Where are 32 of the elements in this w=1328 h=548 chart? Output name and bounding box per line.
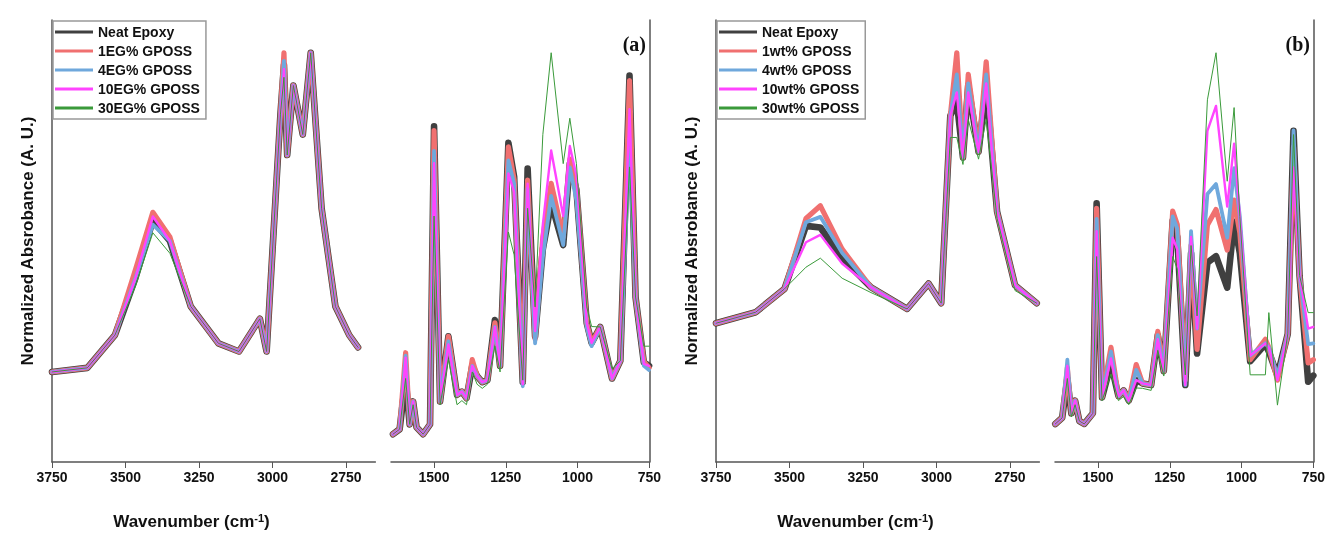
x-tick-label: 1500 [418,469,451,485]
x-tick-label: 1000 [562,469,594,485]
x-tick-label: 3750 [36,469,68,485]
x-tick-label: 750 [1302,469,1326,485]
x-tick-label: 3500 [773,469,806,485]
legend-label: 4EG% GPOSS [98,62,193,78]
x-tick-label: 2750 [994,469,1026,485]
legend-label: 1wt% GPOSS [761,43,852,59]
x-tick-label: 3250 [847,469,879,485]
x-tick-label: 1250 [490,469,522,485]
legend-label: 30EG% GPOSS [98,100,200,116]
legend-label: 10wt% GPOSS [761,81,860,97]
legend-label: Neat Epoxy [761,24,839,40]
legend-label: 30wt% GPOSS [761,100,860,116]
x-tick-label: 3000 [920,469,953,485]
legend-label: 1EG% GPOSS [98,43,193,59]
x-tick-label: 1000 [1226,469,1258,485]
x-tick-label: 3750 [700,469,732,485]
x-tick-label: 3250 [183,469,215,485]
x-tick-label: 750 [638,469,662,485]
annotation: (a) [623,33,647,56]
legend-label: 10EG% GPOSS [98,81,200,97]
x-tick-label: 3000 [256,469,289,485]
y-axis-title: Normalized Absrobance (A. U.) [681,116,701,366]
annotation: (b) [1285,33,1311,56]
x-tick-label: 3500 [109,469,142,485]
x-tick-label: 1500 [1082,469,1115,485]
x-tick-label: 2750 [330,469,362,485]
legend-label: 4wt% GPOSS [761,62,852,78]
y-axis-title: Normalized Absrobance (A. U.) [18,116,37,366]
legend-label: Neat Epoxy [98,24,175,40]
x-tick-label: 1250 [1154,469,1186,485]
